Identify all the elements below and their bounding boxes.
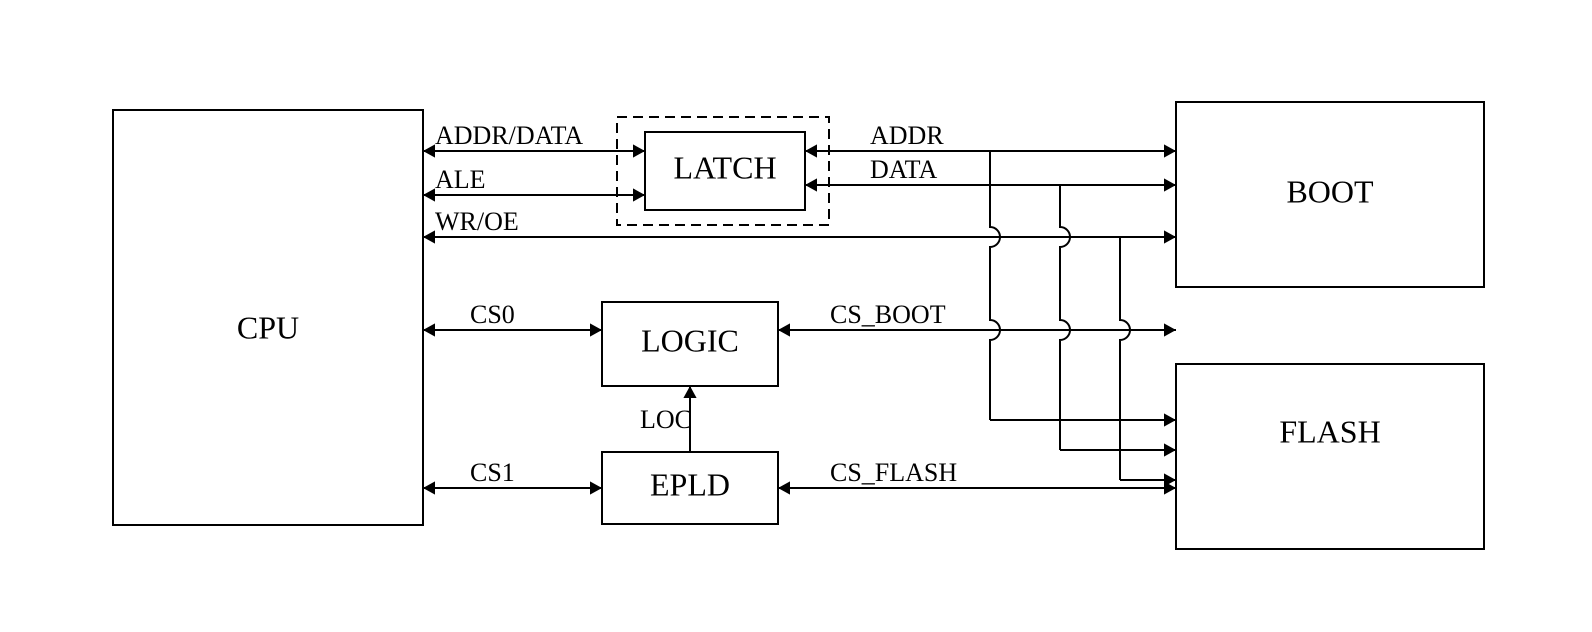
flash-label: FLASH (1279, 413, 1380, 449)
bus-drop (990, 151, 1000, 420)
signal-label-cs1: CS1 (470, 458, 515, 487)
flash-block (1176, 364, 1484, 549)
signal-label-cs_boot: CS_BOOT (830, 300, 946, 329)
signal-label-addr: ADDR (870, 121, 944, 150)
signal-label-cs_flash: CS_FLASH (830, 458, 957, 487)
signal-label-loc: LOC (640, 405, 692, 434)
signal-label-ale: ALE (435, 165, 486, 194)
boot-label: BOOT (1286, 173, 1374, 209)
logic-label: LOGIC (641, 322, 739, 358)
cpu-label: CPU (237, 309, 299, 345)
bus-drop (1120, 237, 1130, 480)
signal-label-wr_oe: WR/OE (435, 207, 519, 236)
signal-label-addr_data: ADDR/DATA (435, 121, 583, 150)
bus-drop (1060, 185, 1070, 450)
latch-label: LATCH (673, 149, 776, 185)
signal-label-cs0: CS0 (470, 300, 515, 329)
epld-label: EPLD (650, 466, 730, 502)
signal-label-data: DATA (870, 155, 937, 184)
